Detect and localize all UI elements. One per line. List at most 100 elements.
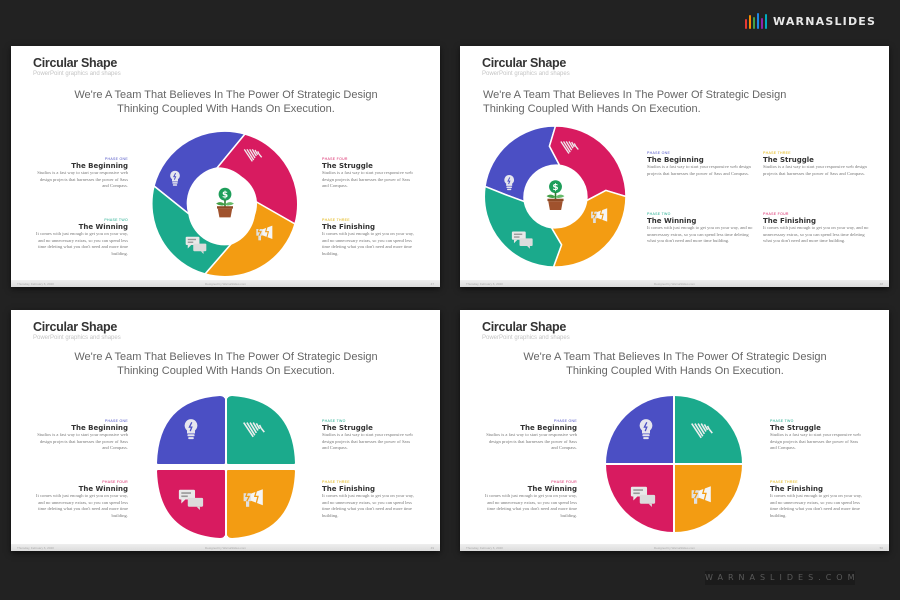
footer-credit: Designed by WarnaSlides.com — [205, 282, 246, 286]
warnaslides-logo: WARNASLIDES — [745, 13, 876, 29]
phase-body: It comes with just enough to get you on … — [647, 225, 753, 243]
slide-footer: Thursday, February 6, 2020 Designed by W… — [11, 544, 440, 551]
phase-body: It comes with just enough to get you on … — [322, 493, 414, 518]
phase-body: Studios is a fast way to start your resp… — [770, 432, 861, 450]
phase-title: The Winning — [527, 485, 577, 493]
phase-body: Studios is a fast way to start your resp… — [37, 432, 128, 450]
phase-title: The Struggle — [322, 162, 373, 170]
slide-title: Circular Shape — [482, 56, 567, 70]
phase-title: The Winning — [78, 223, 128, 231]
phase-label: PHASE ONE — [104, 419, 128, 423]
phase-block-winning: PHASE TWO The Winning It comes with just… — [647, 212, 757, 245]
slide-subtitle: PowerPoint graphics and shapes — [482, 71, 570, 77]
phase-block-struggle: PHASE FOUR The Struggle Studios is a fas… — [322, 157, 417, 190]
phase-block-beginning: PHASE ONE The Beginning Studios is a fas… — [482, 419, 577, 452]
phase-block-struggle: PHASE THREE The Struggle Studios is a fa… — [763, 151, 873, 177]
slide-2[interactable]: Circular Shape PowerPoint graphics and s… — [460, 46, 889, 287]
phase-label: PHASE TWO — [770, 419, 794, 423]
footer-credit: Designed by WarnaSlides.com — [205, 546, 246, 550]
slide-title: Circular Shape — [33, 320, 118, 334]
slide-1[interactable]: Circular Shape PowerPoint graphics and s… — [11, 46, 440, 287]
logo-text: WARNASLIDES — [773, 14, 877, 28]
phase-title: The Struggle — [763, 156, 814, 164]
phase-title: The Beginning — [647, 156, 704, 164]
phase-label: PHASE TWO — [322, 419, 346, 423]
phase-label: PHASE ONE — [647, 151, 671, 155]
phase-label: PHASE FOUR — [551, 480, 577, 484]
watermark-url: WARNASLIDES.COM — [705, 571, 855, 585]
slide-title: Circular Shape — [482, 320, 567, 334]
phase-label: PHASE TWO — [647, 212, 671, 216]
phase-label: PHASE FOUR — [102, 480, 128, 484]
slide-footer: Thursday, February 6, 2020 Designed by W… — [11, 280, 440, 287]
slide-subtitle: PowerPoint graphics and shapes — [33, 71, 121, 77]
slide-footer: Thursday, February 6, 2020 Designed by W… — [460, 280, 889, 287]
phase-body: Studios is a fast way to start your resp… — [37, 170, 128, 188]
quadrant-diagram — [157, 396, 295, 538]
phase-body: It comes with just enough to get you on … — [770, 493, 862, 518]
slide-title: Circular Shape — [33, 56, 118, 70]
footer-date: Thursday, February 6, 2020 — [17, 282, 54, 286]
phase-title: The Struggle — [322, 424, 373, 432]
footer-credit: Designed by WarnaSlides.com — [654, 282, 695, 286]
phase-label: PHASE THREE — [770, 480, 798, 484]
phase-title: The Struggle — [770, 424, 821, 432]
ring-diagram — [483, 125, 627, 268]
phase-title: The Beginning — [71, 424, 128, 432]
footer-date: Thursday, February 6, 2020 — [466, 282, 503, 286]
phase-block-finishing: PHASE FOUR The Finishing It comes with j… — [763, 212, 873, 245]
phase-title: The Winning — [78, 485, 128, 493]
phase-block-struggle: PHASE TWO The Struggle Studios is a fast… — [322, 419, 417, 452]
phase-block-finishing: PHASE THREE The Finishing It comes with … — [322, 218, 417, 257]
footer-page-number: 50 — [879, 546, 883, 550]
phase-body: It comes with just enough to get you on … — [485, 493, 577, 518]
slide-headline: We're A Team That Believes In The Power … — [523, 351, 827, 377]
phase-block-winning: PHASE TWO The Winning It comes with just… — [33, 218, 128, 257]
phase-label: PHASE THREE — [763, 151, 791, 155]
ring-diagram — [151, 130, 299, 278]
phase-title: The Finishing — [322, 485, 376, 493]
footer-date: Thursday, February 6, 2020 — [17, 546, 54, 550]
phase-block-finishing: PHASE THREE The Finishing It comes with … — [322, 480, 417, 519]
phase-body: Studios is a fast way to start your resp… — [763, 164, 867, 176]
phase-title: The Finishing — [763, 217, 817, 225]
phase-title: The Finishing — [770, 485, 824, 493]
phase-title: The Beginning — [71, 162, 128, 170]
phase-body: Studios is a fast way to start your resp… — [647, 164, 751, 176]
phase-body: It comes with just enough to get you on … — [36, 493, 128, 518]
slide-headline: We're A Team That Believes In The Power … — [74, 89, 378, 115]
slide-footer: Thursday, February 6, 2020 Designed by W… — [460, 544, 889, 551]
slide-subtitle: PowerPoint graphics and shapes — [33, 335, 121, 341]
phase-block-beginning: PHASE ONE The Beginning Studios is a fas… — [33, 419, 128, 452]
phase-label: PHASE THREE — [322, 218, 350, 222]
phase-body: Studios is a fast way to start your resp… — [322, 170, 413, 188]
phase-title: The Winning — [647, 217, 697, 225]
phase-block-finishing: PHASE THREE The Finishing It comes with … — [770, 480, 865, 519]
phase-body: Studios is a fast way to start your resp… — [322, 432, 413, 450]
phase-block-beginning: PHASE ONE The Beginning Studios is a fas… — [647, 151, 757, 177]
phase-label: PHASE ONE — [104, 157, 128, 161]
phase-label: PHASE FOUR — [322, 157, 348, 161]
phase-block-beginning: PHASE ONE The Beginning Studios is a fas… — [33, 157, 128, 190]
phase-label: PHASE TWO — [104, 218, 128, 222]
logo-bars-icon — [745, 13, 767, 29]
footer-page-number: 48 — [879, 282, 883, 286]
phase-label: PHASE ONE — [553, 419, 577, 423]
phase-body: It comes with just enough to get you on … — [763, 225, 869, 243]
phase-title: The Beginning — [520, 424, 577, 432]
slide-headline: We're A Team That Believes In The Power … — [483, 89, 787, 115]
phase-title: The Finishing — [322, 223, 376, 231]
phase-body: Studios is a fast way to start your resp… — [486, 432, 577, 450]
phase-block-winning: PHASE FOUR The Winning It comes with jus… — [482, 480, 577, 519]
slide-3[interactable]: Circular Shape PowerPoint graphics and s… — [11, 310, 440, 551]
phase-body: It comes with just enough to get you on … — [322, 231, 414, 256]
footer-page-number: 47 — [430, 282, 434, 286]
phase-label: PHASE THREE — [322, 480, 350, 484]
pie-diagram — [604, 394, 744, 534]
slide-4[interactable]: Circular Shape PowerPoint graphics and s… — [460, 310, 889, 551]
phase-body: It comes with just enough to get you on … — [36, 231, 128, 256]
slide-subtitle: PowerPoint graphics and shapes — [482, 335, 570, 341]
footer-page-number: 49 — [430, 546, 434, 550]
slide-headline: We're A Team That Believes In The Power … — [74, 351, 378, 377]
phase-label: PHASE FOUR — [763, 212, 789, 216]
